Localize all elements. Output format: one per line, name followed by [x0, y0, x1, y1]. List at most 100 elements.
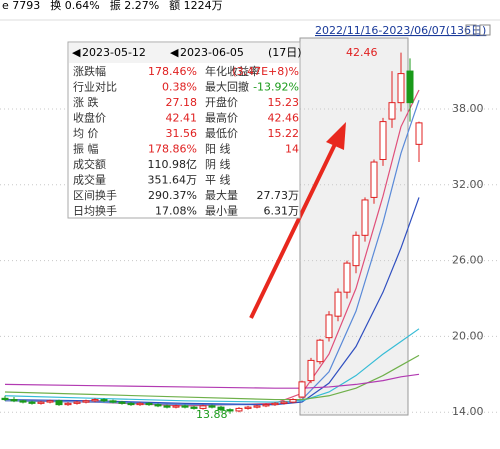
candle-body [334, 291, 342, 317]
candle-body [208, 405, 216, 408]
candle-body [397, 73, 405, 104]
stat-label: 最小量 [205, 205, 238, 218]
candle-body [109, 400, 117, 403]
moving-average [4, 373, 420, 389]
candle-body [19, 400, 27, 403]
candle-body [199, 405, 207, 409]
y-tick-label: 14.00 [452, 405, 484, 418]
moving-average [4, 197, 420, 406]
icon[interactable] [465, 24, 477, 36]
candle-body [307, 359, 315, 382]
candle-body [127, 402, 135, 406]
arrow-head [326, 122, 346, 150]
stat-value: -13.92% [253, 81, 299, 94]
candle-body [352, 234, 360, 267]
candle-body [181, 405, 189, 408]
candle-body [280, 401, 288, 404]
candle-body [145, 402, 153, 406]
stat-value: 42.46 [268, 112, 300, 125]
candle-body [370, 161, 378, 198]
date-range[interactable]: 2022/11/16-2023/06/07(136日) [315, 24, 486, 37]
header-item: 额 1224万 [169, 0, 223, 12]
stat-value: 351.64万 [148, 174, 198, 187]
candle-body [64, 402, 72, 406]
candle-body [136, 402, 144, 406]
candle-body [406, 70, 414, 104]
candle-body [1, 397, 9, 401]
candle-body [298, 381, 306, 398]
stat-label: 最低价 [205, 127, 238, 140]
start-date[interactable]: 2023-05-12 [82, 46, 146, 59]
stat-label: 开盘价 [205, 95, 238, 109]
candle-body [361, 199, 369, 236]
stat-label: 成交额 [73, 157, 106, 171]
stat-label: 涨 跌 [73, 95, 99, 109]
stat-label: 最大量 [205, 188, 238, 202]
candle-body [325, 314, 333, 339]
header-item: 振 2.27% [110, 0, 159, 12]
stat-value: 178.86% [148, 143, 197, 156]
stat-label: 平 线 [205, 173, 231, 187]
candle-body [154, 404, 162, 407]
stat-label: 成交量 [73, 173, 106, 187]
candle-body [244, 406, 252, 409]
prev[interactable]: ◀ [72, 46, 81, 59]
stat-label: 振 幅 [73, 142, 99, 156]
candle-body [253, 405, 261, 408]
candle-body [271, 402, 279, 406]
candle-body [217, 406, 225, 411]
candle-body [82, 400, 90, 403]
icon[interactable] [479, 24, 491, 36]
stat-value: 17.08% [155, 205, 197, 218]
min-label: 13.88 [196, 408, 228, 421]
stat-value: 42.41 [166, 112, 198, 125]
stat-label: 最大回撤 [205, 80, 249, 94]
candle-body [28, 401, 36, 404]
stat-label: 日均换手 [73, 204, 117, 218]
stats-panel: ◀ 2023-05-12 ◀ 2023-06-05 (17日) 涨跌幅 178.4… [67, 41, 302, 219]
end-date[interactable]: 2023-06-05 [180, 46, 244, 59]
candle-body [10, 399, 18, 402]
moving-average [4, 354, 420, 401]
candle-body [46, 400, 54, 403]
stat-value: 178.46% [148, 65, 197, 78]
candle-body [55, 400, 63, 406]
candle-body [262, 404, 270, 407]
stat-value: 15.22 [268, 127, 300, 140]
next[interactable]: ◀ [170, 46, 179, 59]
panel-head [69, 43, 299, 63]
candle-body [379, 121, 387, 161]
stat-label: 均 价 [73, 127, 99, 140]
stat-value: 15.23 [268, 96, 300, 109]
candle-body [289, 399, 297, 403]
stat-label: 区间换手 [73, 188, 117, 202]
candle-body [163, 405, 171, 408]
candle-body [415, 122, 423, 145]
stat-label: 涨跌幅 [73, 64, 106, 78]
stat-label: 行业对比 [73, 80, 117, 94]
candle-body [343, 262, 351, 293]
stat-value: 14 [285, 143, 299, 156]
arrow-shaft [249, 139, 339, 319]
y-tick-label: 32.00 [452, 178, 484, 191]
candle-body [172, 405, 180, 408]
stat-value: 110.98亿 [148, 158, 198, 171]
candle-body [190, 406, 198, 409]
stat-value: 27.73万 [257, 189, 300, 202]
candle-body [388, 102, 396, 120]
y-tick-label: 38.00 [452, 102, 484, 115]
stat-label: 阴 线 [205, 157, 231, 171]
y-tick-label: 20.00 [452, 329, 484, 342]
stat-value: 31.56 [166, 127, 198, 140]
stat-value: 290.37% [148, 189, 197, 202]
candle-body [235, 407, 243, 412]
stat-label: 收盘价 [73, 111, 106, 125]
candle-body [118, 401, 126, 404]
candle-body [316, 339, 324, 363]
stat-label: 阳 线 [205, 142, 231, 156]
candle-body [73, 401, 81, 404]
moving-average [4, 328, 420, 403]
stat-value: 27.18 [166, 96, 198, 109]
